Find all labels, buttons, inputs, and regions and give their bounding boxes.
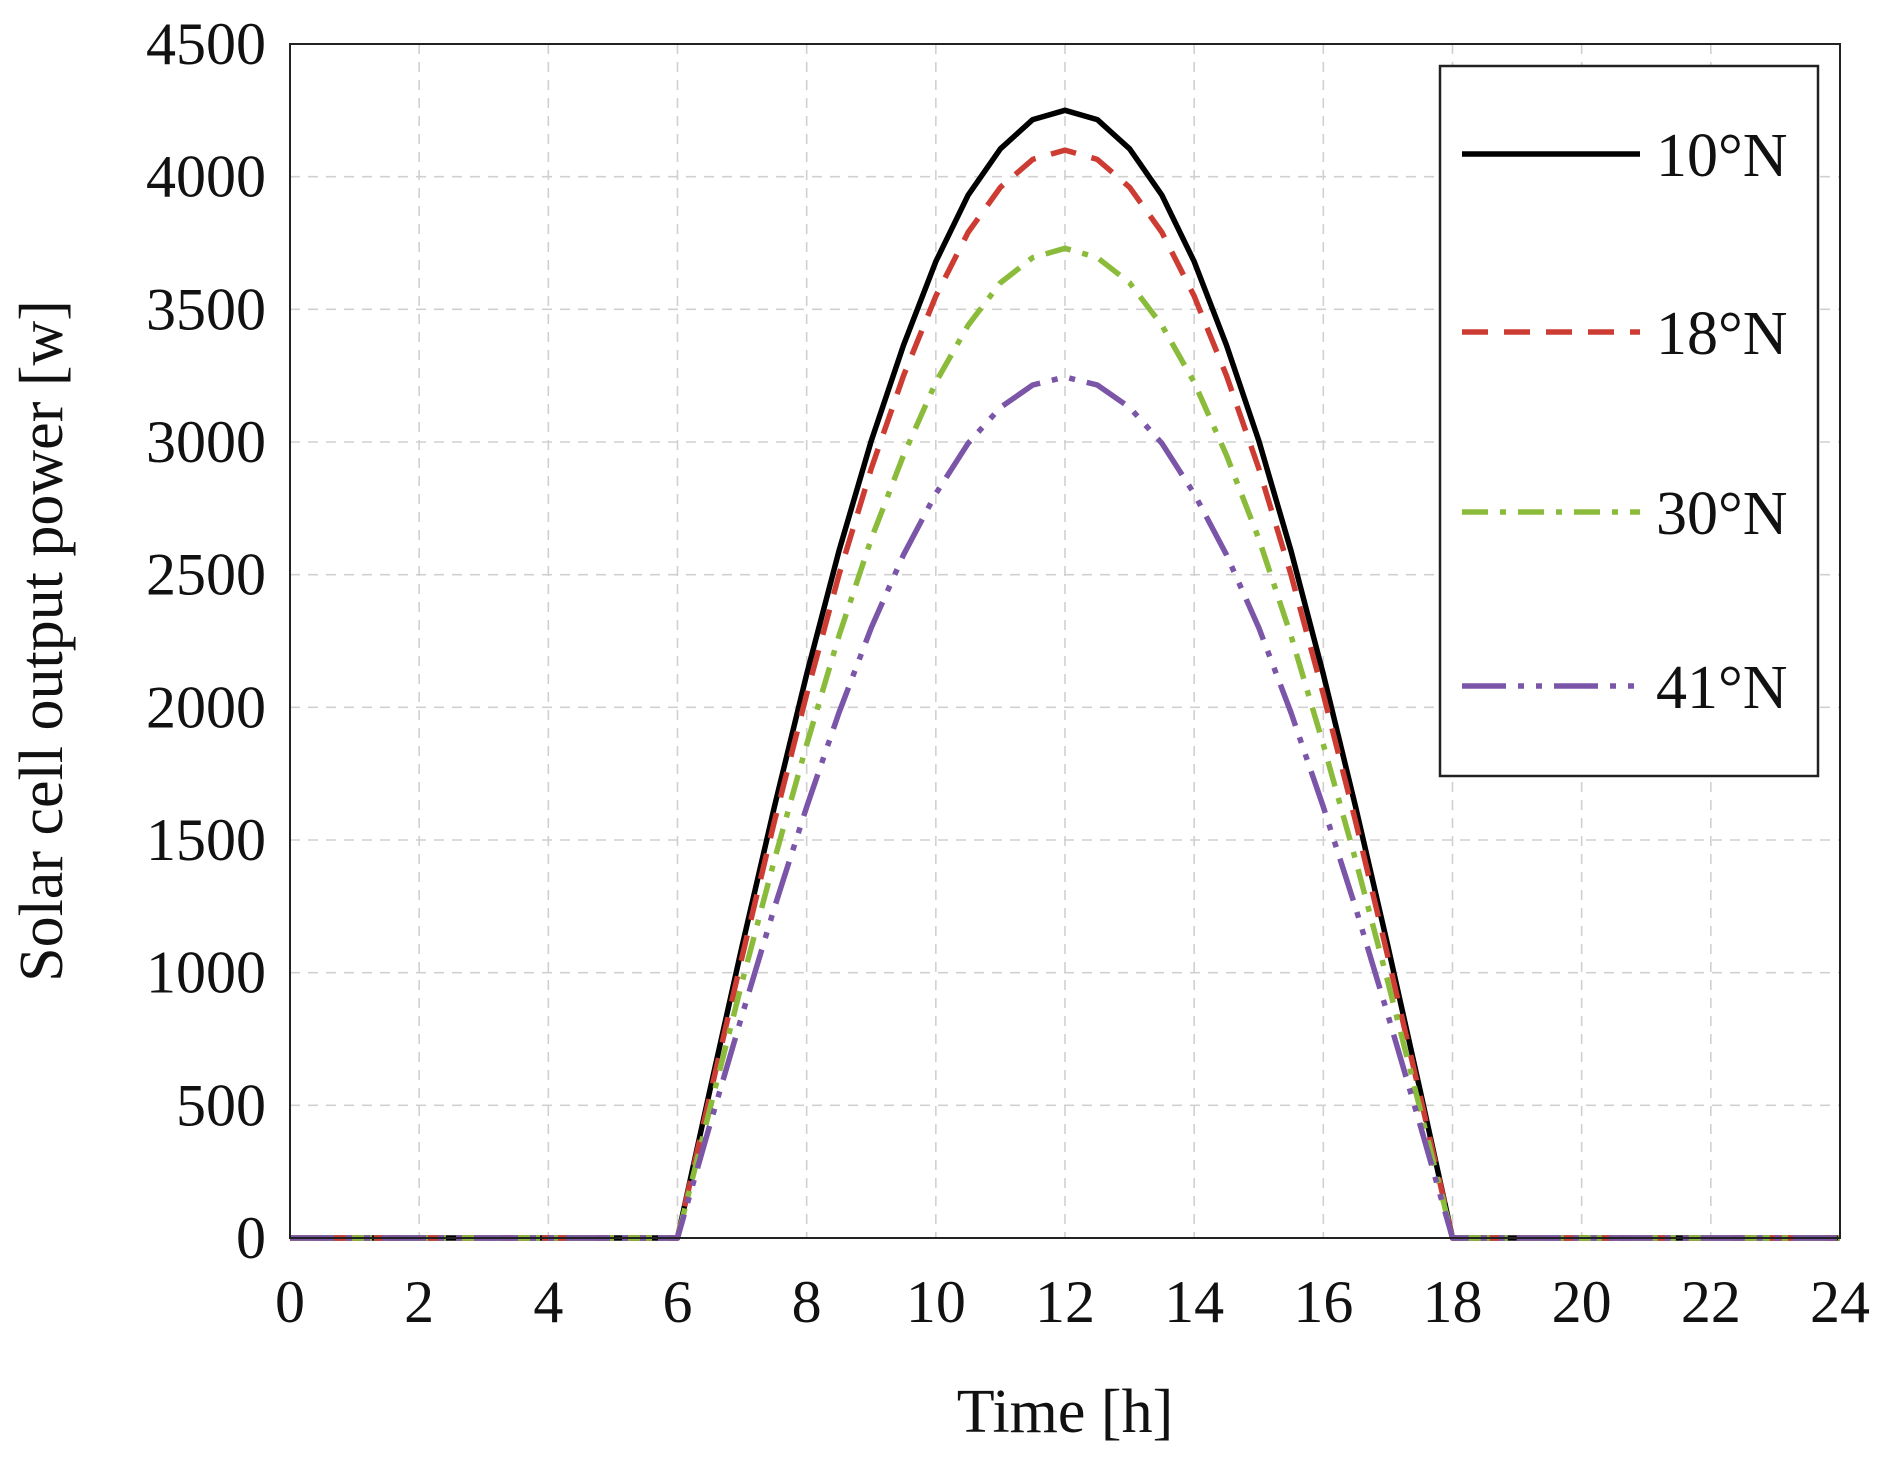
y-tick-label: 4000 — [146, 144, 266, 210]
x-tick-label: 20 — [1552, 1269, 1612, 1335]
y-tick-label: 3000 — [146, 409, 266, 475]
legend-label: 18°N — [1656, 300, 1788, 368]
x-tick-label: 0 — [275, 1269, 305, 1335]
plot-area-frame — [289, 43, 1841, 1239]
x-axis-ticks: 0 2 4 6 8 10 12 14 16 18 20 22 24 — [275, 1269, 1870, 1335]
y-tick-label: 0 — [236, 1205, 266, 1271]
x-axis-label: Time [h] — [957, 1378, 1173, 1446]
x-tick-label: 8 — [792, 1269, 822, 1335]
series-line-4 — [290, 374, 1840, 1241]
legend-label: 10°N — [1656, 122, 1788, 190]
y-tick-label: 4500 — [146, 11, 266, 77]
legend-box — [1438, 64, 1820, 778]
x-tick-label: 10 — [906, 1269, 966, 1335]
x-tick-label: 2 — [404, 1269, 434, 1335]
series-line-3 — [290, 245, 1840, 1241]
series-line-2 — [290, 147, 1840, 1241]
legend-label: 30°N — [1656, 480, 1788, 548]
series-lines — [290, 107, 1840, 1241]
x-tick-label: 18 — [1423, 1269, 1483, 1335]
y-tick-label: 2000 — [146, 674, 266, 740]
y-tick-label: 500 — [176, 1072, 266, 1138]
x-tick-label: 12 — [1035, 1269, 1095, 1335]
y-tick-label: 1000 — [146, 940, 266, 1006]
legend: 10°N 18°N 30°N 41°N — [1438, 64, 1820, 778]
y-tick-label: 2500 — [146, 542, 266, 608]
legend-label: 41°N — [1656, 654, 1788, 722]
x-tick-label: 14 — [1164, 1269, 1224, 1335]
x-tick-label: 16 — [1293, 1269, 1353, 1335]
y-tick-label: 1500 — [146, 807, 266, 873]
x-tick-label: 6 — [663, 1269, 693, 1335]
x-tick-label: 4 — [533, 1269, 563, 1335]
x-tick-label: 24 — [1810, 1269, 1870, 1335]
x-tick-label: 22 — [1681, 1269, 1741, 1335]
series-line-1 — [290, 107, 1840, 1241]
y-axis-label: Solar cell output power [w] — [8, 300, 76, 982]
y-axis-ticks: 0 500 1000 1500 2000 2500 3000 3500 4000 4500 — [146, 11, 266, 1271]
y-tick-label: 3500 — [146, 276, 266, 342]
